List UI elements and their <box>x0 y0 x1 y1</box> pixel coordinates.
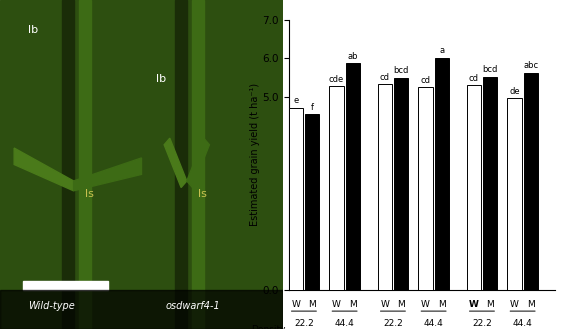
Bar <box>418 87 432 290</box>
Text: M: M <box>308 300 316 309</box>
Bar <box>192 0 204 329</box>
Text: lb: lb <box>156 74 166 84</box>
Polygon shape <box>74 158 142 191</box>
Text: M: M <box>349 300 357 309</box>
Text: M: M <box>486 300 494 309</box>
Y-axis label: Estimated grain yield (t ha⁻¹): Estimated grain yield (t ha⁻¹) <box>250 83 260 226</box>
Text: M: M <box>438 300 445 309</box>
Bar <box>305 114 319 290</box>
Bar <box>524 72 538 290</box>
Text: ls: ls <box>85 190 94 199</box>
Text: e: e <box>293 96 298 105</box>
Text: lb: lb <box>28 25 38 35</box>
Text: W: W <box>469 300 479 309</box>
Bar <box>175 0 187 329</box>
Bar <box>467 85 481 290</box>
Text: f: f <box>311 103 314 112</box>
Bar <box>394 78 408 290</box>
Text: osdwarf4-1: osdwarf4-1 <box>165 301 220 311</box>
Text: 44.4: 44.4 <box>513 319 533 328</box>
Text: M: M <box>397 300 405 309</box>
Bar <box>329 87 344 290</box>
Text: 22.2: 22.2 <box>294 319 314 328</box>
Text: bcd: bcd <box>393 66 409 75</box>
Bar <box>23 281 108 290</box>
Text: cd: cd <box>421 76 431 85</box>
Polygon shape <box>164 138 187 188</box>
Bar <box>507 98 522 290</box>
Text: W: W <box>332 300 341 309</box>
Bar <box>62 0 74 329</box>
Polygon shape <box>187 138 209 188</box>
Text: 22.2: 22.2 <box>383 319 403 328</box>
Text: a: a <box>439 46 444 55</box>
Bar <box>483 77 497 290</box>
Text: W: W <box>291 300 300 309</box>
Bar <box>346 63 360 290</box>
Bar <box>435 58 449 290</box>
Text: cde: cde <box>329 75 344 84</box>
Bar <box>79 0 91 329</box>
Text: Wild-type: Wild-type <box>28 301 74 311</box>
Text: 44.4: 44.4 <box>335 319 354 328</box>
Text: abc: abc <box>523 61 538 70</box>
Text: W: W <box>380 300 389 309</box>
Text: de: de <box>509 87 520 96</box>
Text: ab: ab <box>348 52 358 61</box>
Text: ls: ls <box>198 190 207 199</box>
Text: cd: cd <box>380 73 390 82</box>
Polygon shape <box>14 148 74 191</box>
Bar <box>378 84 392 290</box>
Text: W: W <box>421 300 430 309</box>
Bar <box>0 290 283 329</box>
Text: cd: cd <box>469 74 479 83</box>
Bar <box>289 108 303 290</box>
Text: M: M <box>527 300 535 309</box>
Text: Density: Density <box>251 325 286 329</box>
Text: W: W <box>510 300 519 309</box>
Text: 44.4: 44.4 <box>424 319 444 328</box>
Text: 22.2: 22.2 <box>472 319 492 328</box>
Text: bcd: bcd <box>482 65 498 74</box>
